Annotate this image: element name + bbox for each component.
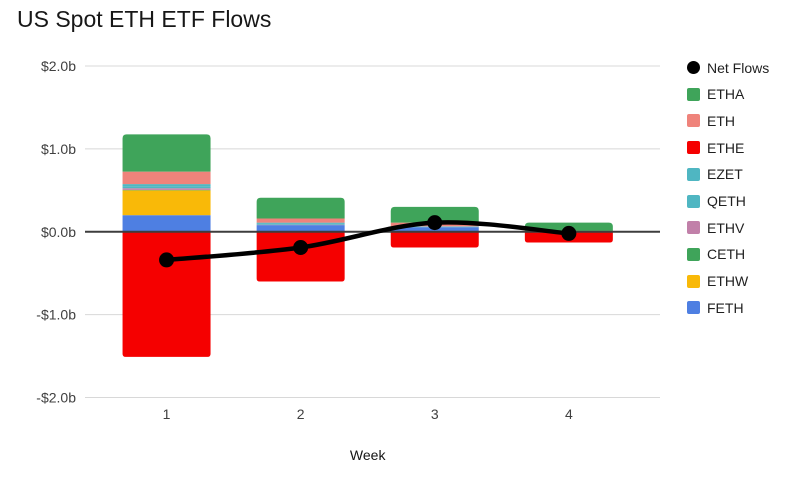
legend-item-ethv[interactable]: ETHV xyxy=(687,214,744,241)
bar-segment-etha-week-2[interactable] xyxy=(256,197,345,219)
legend-label: ETHW xyxy=(707,273,749,290)
legend-item-net-flows[interactable]: Net Flows xyxy=(687,54,769,81)
legend-swatch-icon xyxy=(687,114,700,128)
net-flows-line xyxy=(164,220,572,263)
legend-swatch-icon xyxy=(687,247,700,261)
legend-label: ETHV xyxy=(707,219,745,236)
x-tick-label-4: 4 xyxy=(565,406,573,422)
legend-item-ethw[interactable]: ETHW xyxy=(687,268,748,295)
bar-segment-qeth-week-1[interactable] xyxy=(122,186,211,189)
net-flows-dot-week-2[interactable] xyxy=(293,239,309,255)
bar-segment-feth-week-2[interactable] xyxy=(256,225,345,232)
bar-segment-ezet-week-1[interactable] xyxy=(122,184,211,187)
legend-label: EZET xyxy=(707,166,743,183)
legend-swatch-icon xyxy=(687,167,700,181)
bar-segment-ezet-week-2[interactable] xyxy=(256,222,345,224)
legend-label: Net Flows xyxy=(707,59,770,76)
bar-segment-ethw-week-1[interactable] xyxy=(122,190,211,216)
legend-label: FETH xyxy=(707,299,744,316)
legend-label: QETH xyxy=(707,193,746,209)
legend-item-eth[interactable]: ETH xyxy=(687,107,735,134)
x-tick-label-1: 1 xyxy=(163,406,171,422)
legend-item-ezet[interactable]: EZET xyxy=(687,161,743,188)
net-flows-dot-week-4[interactable] xyxy=(561,225,577,241)
y-tick-label: -$1.0b xyxy=(36,307,76,323)
y-tick-label: $1.0b xyxy=(41,141,76,157)
chart-title: US Spot ETH ETF Flows xyxy=(17,6,272,32)
legend-item-etha[interactable]: ETHA xyxy=(687,81,744,108)
x-tick-label-2: 2 xyxy=(297,406,305,422)
bar-segment-eth-week-2[interactable] xyxy=(256,218,345,223)
x-tick-label-3: 3 xyxy=(431,406,439,422)
legend-item-ceth[interactable]: CETH xyxy=(687,241,745,268)
y-tick-label: $2.0b xyxy=(41,58,76,74)
bar-segment-ethv-week-1[interactable] xyxy=(122,188,211,190)
bar-segment-qeth-week-2[interactable] xyxy=(256,223,345,225)
net-flows-dot-week-3[interactable] xyxy=(427,215,443,231)
legend-swatch-icon xyxy=(687,87,700,101)
bar-segment-eth-week-1[interactable] xyxy=(122,171,211,185)
legend-dot-icon xyxy=(687,61,700,74)
legend-swatch-icon xyxy=(687,194,700,208)
bar-segment-ethe-week-1[interactable] xyxy=(122,231,211,357)
legend-label: CETH xyxy=(707,246,746,263)
legend-swatch-icon xyxy=(687,274,700,288)
bar-segment-etha-week-3[interactable] xyxy=(390,206,479,223)
legend-item-ethe[interactable]: ETHE xyxy=(687,134,744,161)
legend-label: ETH xyxy=(707,112,735,129)
legend-label: ETHE xyxy=(707,139,745,156)
legend-label: ETHA xyxy=(707,86,745,103)
y-tick-label: -$2.0b xyxy=(36,390,76,406)
bar-segment-feth-week-1[interactable] xyxy=(122,215,211,232)
legend-item-qeth[interactable]: QETH xyxy=(687,188,746,215)
net-flows-dot-week-1[interactable] xyxy=(159,252,175,268)
legend-item-feth[interactable]: FETH xyxy=(687,294,744,321)
bar-segment-ethe-week-2[interactable] xyxy=(256,231,345,282)
bar-segment-ethe-week-3[interactable] xyxy=(390,231,479,248)
y-tick-label: $0.0b xyxy=(41,224,76,240)
legend-swatch-icon xyxy=(687,301,700,315)
legend-swatch-icon xyxy=(687,141,700,155)
x-axis-title: Week xyxy=(350,447,387,463)
bar-segment-etha-week-1[interactable] xyxy=(122,134,211,172)
legend-swatch-icon xyxy=(687,221,700,235)
